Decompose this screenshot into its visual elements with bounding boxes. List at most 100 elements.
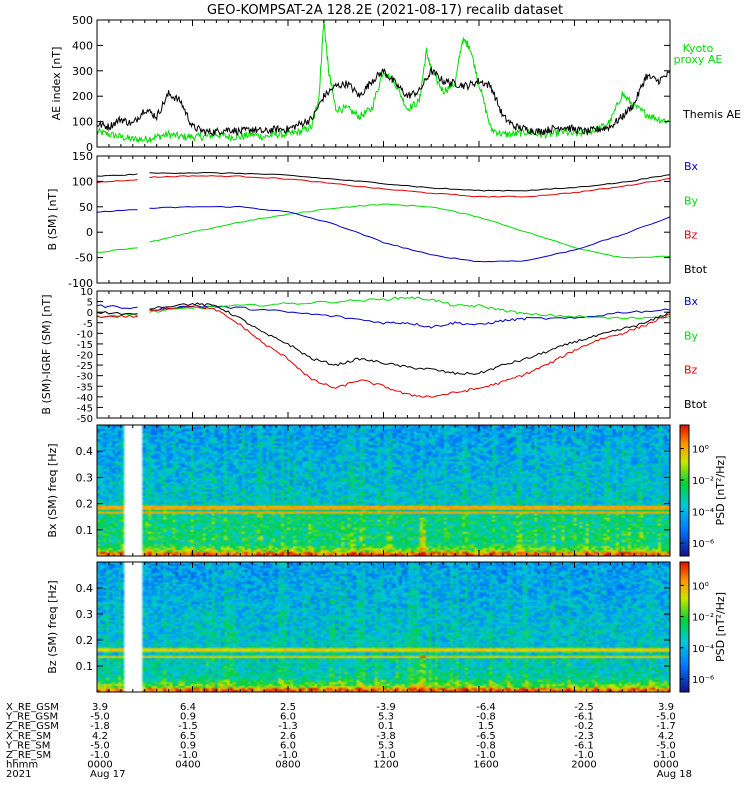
ephemeris-value: 0.9 — [180, 740, 196, 751]
legend-entry: Bx — [684, 295, 699, 308]
y-tick-label: -35 — [77, 382, 93, 393]
y-tick-label: -50 — [77, 414, 93, 425]
colorbar-tick-label: 10⁻⁴ — [692, 644, 714, 655]
y-tick-label: 5 — [87, 298, 93, 309]
ephemeris-value: 0.9 — [180, 712, 196, 723]
y-tick-label: 200 — [72, 90, 93, 103]
y-tick-label: -50 — [75, 252, 93, 265]
legend-entry: Bz — [684, 364, 698, 377]
ephemeris-value: 2.5 — [280, 702, 296, 713]
ephemeris-value: -0.8 — [476, 740, 496, 751]
y-tick-label: 0.1 — [76, 660, 94, 673]
series-line-bx — [97, 304, 670, 329]
series-line-btot — [97, 172, 670, 192]
ephemeris-value: -2.3 — [574, 731, 594, 742]
ephemeris-value: 6.0 — [280, 712, 296, 723]
y-tick-label: 0 — [86, 226, 93, 239]
ephemeris-value: 4.2 — [658, 731, 674, 742]
legend-entry: Btot — [684, 263, 708, 276]
y-tick-label: 10 — [80, 287, 93, 298]
axis-label: B (SM)-IGRF (SM) [nT] — [40, 294, 53, 414]
ephemeris-label: Y_RE_SM — [5, 740, 50, 751]
plot-frame — [96, 19, 671, 148]
axis-label: AE index [nT] — [50, 47, 63, 121]
ephemeris-value: 0800 — [275, 760, 300, 771]
ephemeris-value: 3.9 — [92, 702, 108, 713]
ephemeris-value: -6.5 — [476, 731, 496, 742]
plot-frame — [96, 290, 671, 419]
y-tick-label: -45 — [77, 403, 93, 414]
ephemeris-label: X_RE_SM — [6, 731, 51, 742]
spectrogram-image — [97, 562, 670, 692]
y-tick-label: 0 — [87, 308, 93, 319]
ephemeris-value: 6.4 — [180, 702, 196, 713]
legend-entry: Themis AE — [682, 108, 741, 121]
y-tick-label: 0.3 — [76, 608, 94, 621]
series-line-bz — [97, 175, 670, 198]
y-tick-label: -5 — [83, 319, 93, 330]
y-tick-label: 500 — [72, 14, 93, 27]
legend-entry: By — [684, 329, 699, 342]
ephemeris-value: 5.3 — [378, 740, 394, 751]
ephemeris-value: -1.7 — [656, 721, 676, 732]
y-tick-label: -25 — [77, 361, 93, 372]
ephemeris-value: -5.0 — [656, 740, 676, 751]
y-tick-label: -30 — [77, 372, 93, 383]
y-tick-label: 400 — [72, 39, 93, 52]
legend-entry: Bx — [684, 160, 699, 173]
y-tick-label: 0 — [86, 141, 93, 154]
colorbar-tick-label: 10⁻² — [692, 613, 714, 624]
y-tick-label: -100 — [68, 277, 93, 290]
ephemeris-value: -0.2 — [574, 721, 594, 732]
y-tick-label: 0.3 — [76, 471, 94, 484]
ephemeris-value: -6.1 — [574, 712, 594, 723]
colorbar-tick-label: 10⁻⁶ — [692, 675, 714, 686]
ephemeris-value: 4.2 — [92, 731, 108, 742]
ephemeris-value: 2000 — [571, 760, 596, 771]
ephemeris-value: -1.0 — [656, 750, 676, 761]
colorbar-tick-label: 10⁻⁴ — [692, 507, 714, 518]
panel-bsm: -100 -50 0 50 100 150 — [68, 150, 671, 290]
series-line-themis-ae — [97, 65, 670, 137]
series-line-kyoto-proxy-ae — [97, 20, 670, 144]
y-tick-label: -15 — [77, 340, 93, 351]
ephemeris-value: -2.5 — [574, 702, 594, 713]
colorbar-tick-label: 10⁰ — [692, 581, 709, 592]
legend-entry: By — [684, 194, 699, 207]
ephemeris-label: Z_RE_SM — [6, 750, 51, 761]
series-line-bz — [97, 304, 670, 398]
colorbar-tick-label: 10⁻² — [692, 476, 714, 487]
y-tick-label: -40 — [77, 393, 93, 404]
y-tick-label: 150 — [72, 150, 93, 163]
ephemeris-value: -1.0 — [376, 750, 396, 761]
ephemeris-value: -3.8 — [376, 731, 396, 742]
ephemeris-value: 1600 — [473, 760, 498, 771]
y-tick-label: 100 — [72, 175, 93, 188]
colorbar-frame — [679, 561, 690, 693]
y-tick-label: -20 — [77, 351, 93, 362]
y-tick-label: 50 — [79, 201, 93, 214]
series-line-by — [97, 203, 670, 259]
series-line-bx — [97, 205, 670, 263]
chart-title: GEO-KOMPSAT-2A 128.2E (2021-08-17) recal… — [207, 3, 563, 18]
series-line-btot — [97, 302, 670, 376]
ephemeris-value: 6.5 — [180, 731, 196, 742]
colorbar — [680, 562, 689, 692]
ephemeris-value: -1.0 — [278, 750, 298, 761]
ephemeris-value: 0400 — [175, 760, 200, 771]
ephemeris-value: -1.0 — [574, 750, 594, 761]
ephemeris-label: X_RE_GSM — [6, 702, 59, 713]
panel-spec-bz: 0.1 0.2 0.3 0.4 10⁰ 10⁻² 10⁻⁴ 10⁻⁶ PSD [nT²/Hz] — [76, 561, 727, 693]
axis-label: B (SM) [nT] — [46, 189, 59, 251]
legend-entry: Bz — [684, 229, 698, 242]
ephemeris-value: 3.9 — [658, 702, 674, 713]
colorbar-tick-label: 10⁻⁶ — [692, 539, 714, 550]
ephemeris-value: 0000 — [653, 760, 678, 771]
ephemeris-value: 1200 — [373, 760, 398, 771]
ephemeris-value: 0000 — [87, 760, 112, 771]
y-tick-label: 0.2 — [76, 634, 94, 647]
colorbar — [680, 425, 689, 556]
ephemeris-value: 5.3 — [378, 712, 394, 723]
panel-ae: 0 100 200 300 400 500 — [72, 14, 671, 154]
